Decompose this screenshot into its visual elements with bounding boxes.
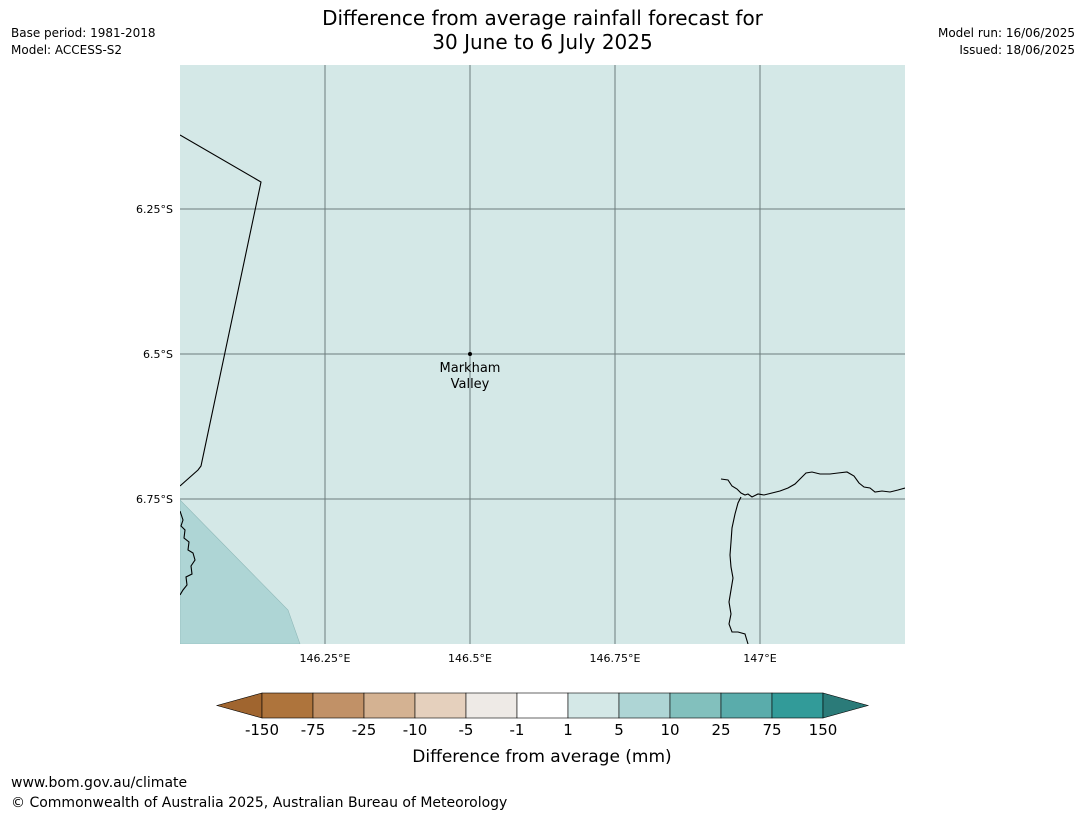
colorbar-segment: [771, 692, 824, 719]
colorbar-segment: [516, 692, 569, 719]
base-period-text: Base period: 1981-2018: [11, 26, 156, 40]
place-marker: [468, 352, 472, 356]
river-east: [728, 496, 749, 644]
model-text: Model: ACCESS-S2: [11, 43, 123, 57]
colorbar-tick-label: -5: [459, 721, 474, 739]
colorbar-tick-label: -25: [352, 721, 377, 739]
model-run-text: Model run: 16/06/2025: [937, 26, 1075, 40]
colorbar-segment: [414, 692, 467, 719]
colorbar-tick-label: 1: [563, 721, 573, 739]
colorbar-segment: [669, 692, 722, 719]
footer-copyright: © Commonwealth of Australia 2025, Austra…: [11, 795, 508, 811]
colorbar-segment: [261, 692, 314, 719]
metadata-right: Model run: 16/06/2025 Issued: 18/06/2025: [938, 25, 1075, 59]
metadata-left: Base period: 1981-2018 Model: ACCESS-S2: [11, 25, 156, 59]
map-title: Difference from average rainfall forecas…: [180, 6, 905, 54]
colorbar-tick-label: 150: [809, 721, 838, 739]
coastline-east: [720, 471, 905, 498]
colorbar-extend-high: [822, 692, 870, 719]
colorbar-tick-label: -1: [510, 721, 525, 739]
issued-text: Issued: 18/06/2025: [959, 43, 1075, 57]
coastline-lower-left: [180, 510, 196, 596]
lon-tick-label: 146.75°E: [590, 652, 641, 665]
colorbar-tick-label: -150: [245, 721, 279, 739]
colorbar-tick-label: 5: [614, 721, 624, 739]
boundary-line-west: [180, 134, 262, 487]
colorbar-segment: [618, 692, 671, 719]
colorbar-tick-label: -10: [403, 721, 428, 739]
colorbar-segment: [465, 692, 518, 719]
lat-tick-label: 6.5°S: [143, 348, 173, 361]
colorbar-tick-label: 75: [762, 721, 781, 739]
coastlines: [180, 134, 905, 644]
colorbar-tick-label: -75: [301, 721, 326, 739]
lon-tick-label: 147°E: [743, 652, 776, 665]
lon-tick-label: 146.5°E: [448, 652, 492, 665]
title-line-1: Difference from average rainfall forecas…: [322, 6, 763, 30]
graticule: [180, 65, 905, 644]
lat-tick-label: 6.75°S: [136, 493, 173, 506]
colorbar-tick-label: 25: [711, 721, 730, 739]
map-area: [180, 65, 905, 644]
place-label-line-2: Valley: [451, 377, 490, 392]
colorbar-segment: [567, 692, 620, 719]
place-label-line-1: Markham: [440, 361, 501, 376]
colorbar-segment: [312, 692, 365, 719]
title-line-2: 30 June to 6 July 2025: [432, 30, 653, 54]
colorbar: -150 -75 -25 -10 -5 -1 1 5 10 25 75 150: [215, 692, 870, 739]
colorbar-segment: [720, 692, 773, 719]
colorbar-tick-label: 10: [660, 721, 679, 739]
lon-tick-label: 146.25°E: [300, 652, 351, 665]
lat-tick-label: 6.25°S: [136, 203, 173, 216]
colorbar-segment: [363, 692, 416, 719]
footer-url[interactable]: www.bom.gov.au/climate: [11, 775, 188, 791]
colorbar-extend-low: [215, 692, 263, 719]
rainfall-region-5-10mm: [180, 499, 301, 644]
legend-title: Difference from average (mm): [412, 747, 671, 767]
